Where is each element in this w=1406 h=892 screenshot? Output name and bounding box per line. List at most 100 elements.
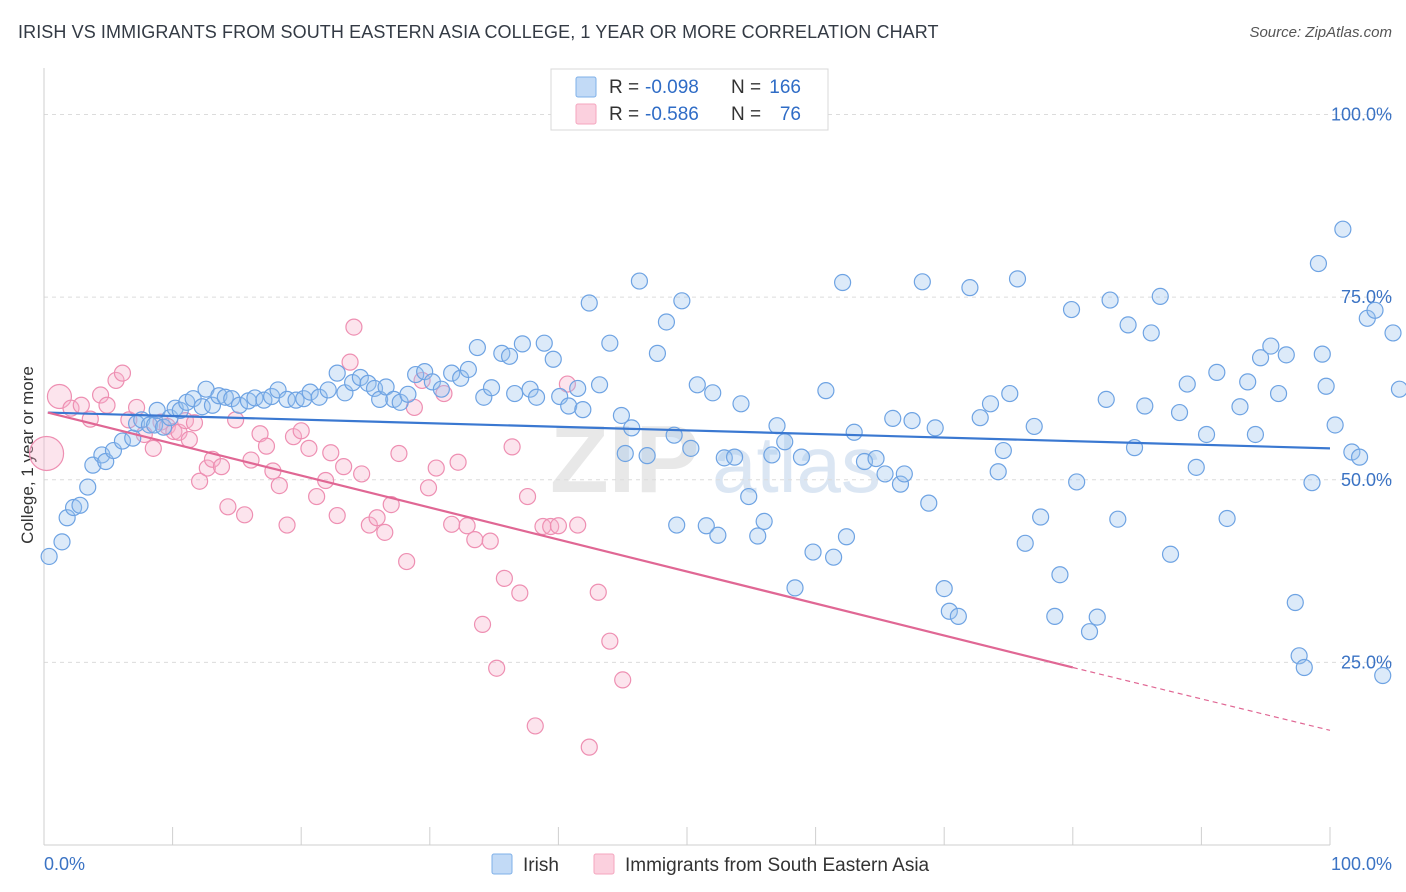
immigrants-point [526, 717, 544, 735]
irish-point [301, 383, 319, 401]
y-tick-label-25: 25.0% [1341, 652, 1392, 672]
irish-point [638, 447, 656, 465]
irish-point [210, 387, 228, 405]
irish-point [763, 446, 781, 464]
irish-point [1068, 473, 1086, 491]
irish-point [1334, 220, 1352, 238]
immigrants-point [466, 531, 484, 549]
irish-point [704, 384, 722, 402]
irish-point [319, 381, 337, 399]
immigrants-point [91, 386, 110, 404]
immigrants-point [322, 444, 340, 462]
immigrants-point [270, 477, 288, 495]
irish-point [230, 396, 249, 414]
irish-point [560, 397, 578, 415]
immigrants-point [341, 353, 359, 371]
irish-point [113, 432, 132, 450]
chart-title: IRISH VS IMMIGRANTS FROM SOUTH EASTERN A… [18, 22, 939, 42]
immigrants-point [72, 396, 90, 414]
irish-point [1251, 349, 1270, 367]
immigrants-point [292, 422, 310, 440]
irish-point [1269, 384, 1288, 403]
irish-point [154, 418, 173, 436]
irish-point [53, 533, 71, 551]
irish-point [1295, 658, 1313, 677]
immigrants-point [278, 516, 296, 534]
irish-point [71, 496, 89, 514]
irish-point [328, 364, 346, 382]
irish-point [1303, 474, 1321, 492]
irish-point [837, 528, 856, 546]
irish-point [825, 548, 843, 566]
irish-point [732, 395, 750, 413]
irish-point [459, 360, 477, 379]
x-tick-label-max: 100.0% [1331, 854, 1392, 874]
immigrants-point [473, 615, 492, 633]
immigrants-point [191, 472, 209, 490]
immigrants-point [449, 453, 467, 471]
immigrants-point [481, 532, 499, 550]
immigrants-point [219, 498, 237, 516]
irish-point [377, 378, 395, 396]
x-tick-labels: 0.0% 100.0% [44, 854, 1392, 874]
irish-point [1317, 377, 1335, 395]
axes [43, 68, 1331, 846]
irish-point [1051, 566, 1069, 584]
series-legend: Irish Immigrants from South Eastern Asia [491, 853, 930, 876]
irish-point [1231, 398, 1249, 416]
irish-point [1350, 448, 1369, 466]
irish-point [1080, 623, 1099, 641]
y-tick-label-75: 75.0% [1341, 287, 1392, 307]
irish-point [1286, 593, 1304, 612]
series-irish-points [40, 220, 1406, 685]
legend-swatch-irish [575, 76, 597, 98]
irish-point [601, 334, 619, 352]
immigrants-point [427, 459, 445, 477]
immigrants-trend-extension [1072, 666, 1331, 731]
irish-point [278, 390, 296, 409]
bottom-legend-swatch-immigrants [593, 853, 615, 875]
irish-point [1208, 363, 1226, 381]
bottom-legend-swatch-irish [491, 853, 513, 875]
immigrants-point [580, 738, 598, 756]
immigrants-point [335, 458, 353, 476]
irish-point [203, 396, 222, 414]
irish-point [1101, 291, 1119, 309]
legend-r-label-1: R = [609, 77, 639, 98]
irish-point [768, 417, 786, 435]
irish-point [891, 475, 910, 493]
legend-r-label-2: R = [609, 104, 639, 125]
irish-point [1366, 301, 1384, 319]
irish-point [940, 602, 958, 620]
irish-point [64, 498, 83, 517]
irish-point [310, 388, 328, 406]
irish-point [1178, 375, 1196, 393]
irish-point [612, 406, 631, 425]
irish-point [913, 273, 931, 291]
irish-point [971, 409, 989, 427]
irish-point [216, 388, 234, 406]
legend-r-value-2: -0.586 [645, 104, 699, 125]
irish-point [1161, 545, 1180, 563]
immigrants-point [113, 364, 132, 382]
immigrants-point [398, 552, 416, 571]
irish-point [79, 478, 97, 496]
legend-swatch-immigrants [575, 103, 597, 125]
legend-n-value-1: 166 [769, 77, 801, 98]
immigrants-point [601, 632, 619, 650]
irish-point [989, 463, 1007, 481]
irish-point [443, 364, 461, 382]
irish-point [140, 416, 159, 434]
irish-point [1277, 346, 1295, 364]
irish-point [884, 409, 902, 428]
irish-point [482, 379, 501, 397]
irish-point [657, 313, 676, 331]
irish-point [876, 465, 894, 483]
immigrants-trend-line [47, 411, 1074, 669]
immigrants-point [353, 465, 371, 483]
irish-point [580, 294, 598, 312]
immigrants-point [28, 435, 65, 472]
irish-point [648, 344, 667, 362]
bottom-legend-label-immigrants: Immigrants from South Eastern Asia [625, 855, 930, 876]
